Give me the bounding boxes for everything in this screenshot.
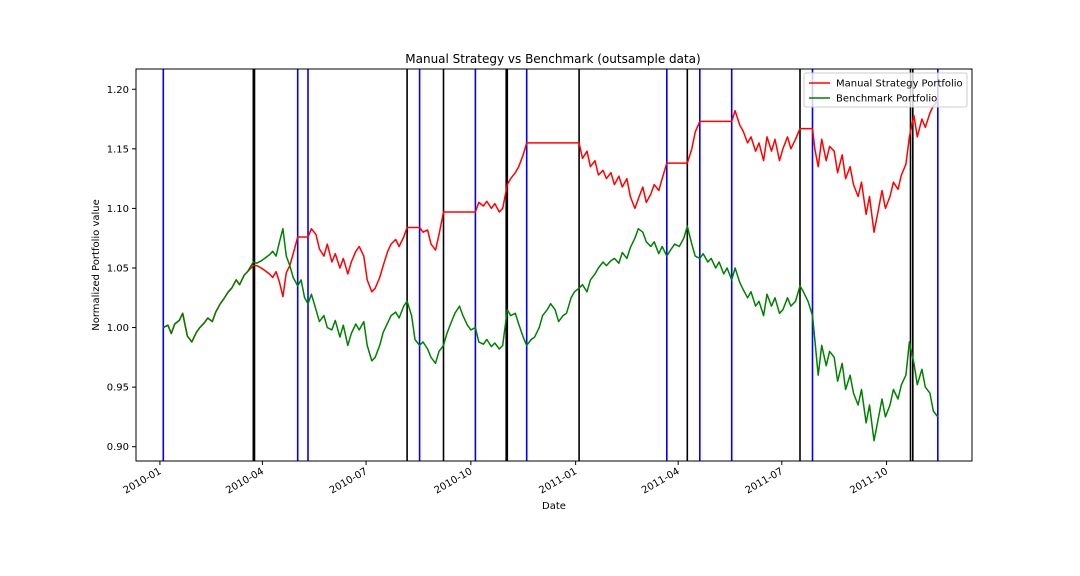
x-tick-label: 2010-04 [224, 466, 266, 496]
series-line-manual-strategy [162, 100, 939, 343]
legend-label: Manual Strategy Portfolio [836, 79, 963, 90]
legend-box [803, 72, 968, 108]
chart-title: Manual Strategy vs Benchmark (outsample … [405, 52, 700, 66]
y-tick-label: 1.00 [107, 323, 129, 334]
y-axis-label: Normalized Portfolio value [91, 199, 102, 331]
y-axis: 0.90 0.95 1.00 1.05 1.10 1.15 1.20 [107, 85, 136, 453]
y-tick-label: 0.95 [107, 383, 129, 394]
y-tick-label: 1.20 [107, 85, 129, 96]
x-tick-label: 2010-10 [433, 466, 475, 496]
x-axis-label: Date [542, 501, 566, 512]
x-tick-label: 2010-01 [122, 466, 164, 496]
x-axis: 2010-01 2010-04 2010-07 2010-10 2011-01 2011-… [122, 461, 890, 496]
legend-label: Benchmark Portfolio [836, 94, 937, 105]
x-tick-label: 2011-01 [537, 466, 579, 496]
y-tick-label: 1.15 [107, 144, 129, 155]
x-tick-label: 2010-07 [328, 466, 370, 496]
plot-frame [135, 68, 973, 462]
x-tick-label: 2011-10 [848, 466, 890, 496]
legend: Manual Strategy Portfolio Benchmark Portf… [803, 72, 968, 108]
y-tick-label: 0.90 [107, 442, 129, 453]
y-tick-label: 1.05 [107, 263, 129, 274]
y-tick-label: 1.10 [107, 204, 129, 215]
x-tick-label: 2011-07 [744, 466, 786, 496]
plot-area [162, 69, 939, 461]
series-line-benchmark [162, 225, 939, 442]
x-tick-label: 2011-04 [640, 466, 682, 496]
